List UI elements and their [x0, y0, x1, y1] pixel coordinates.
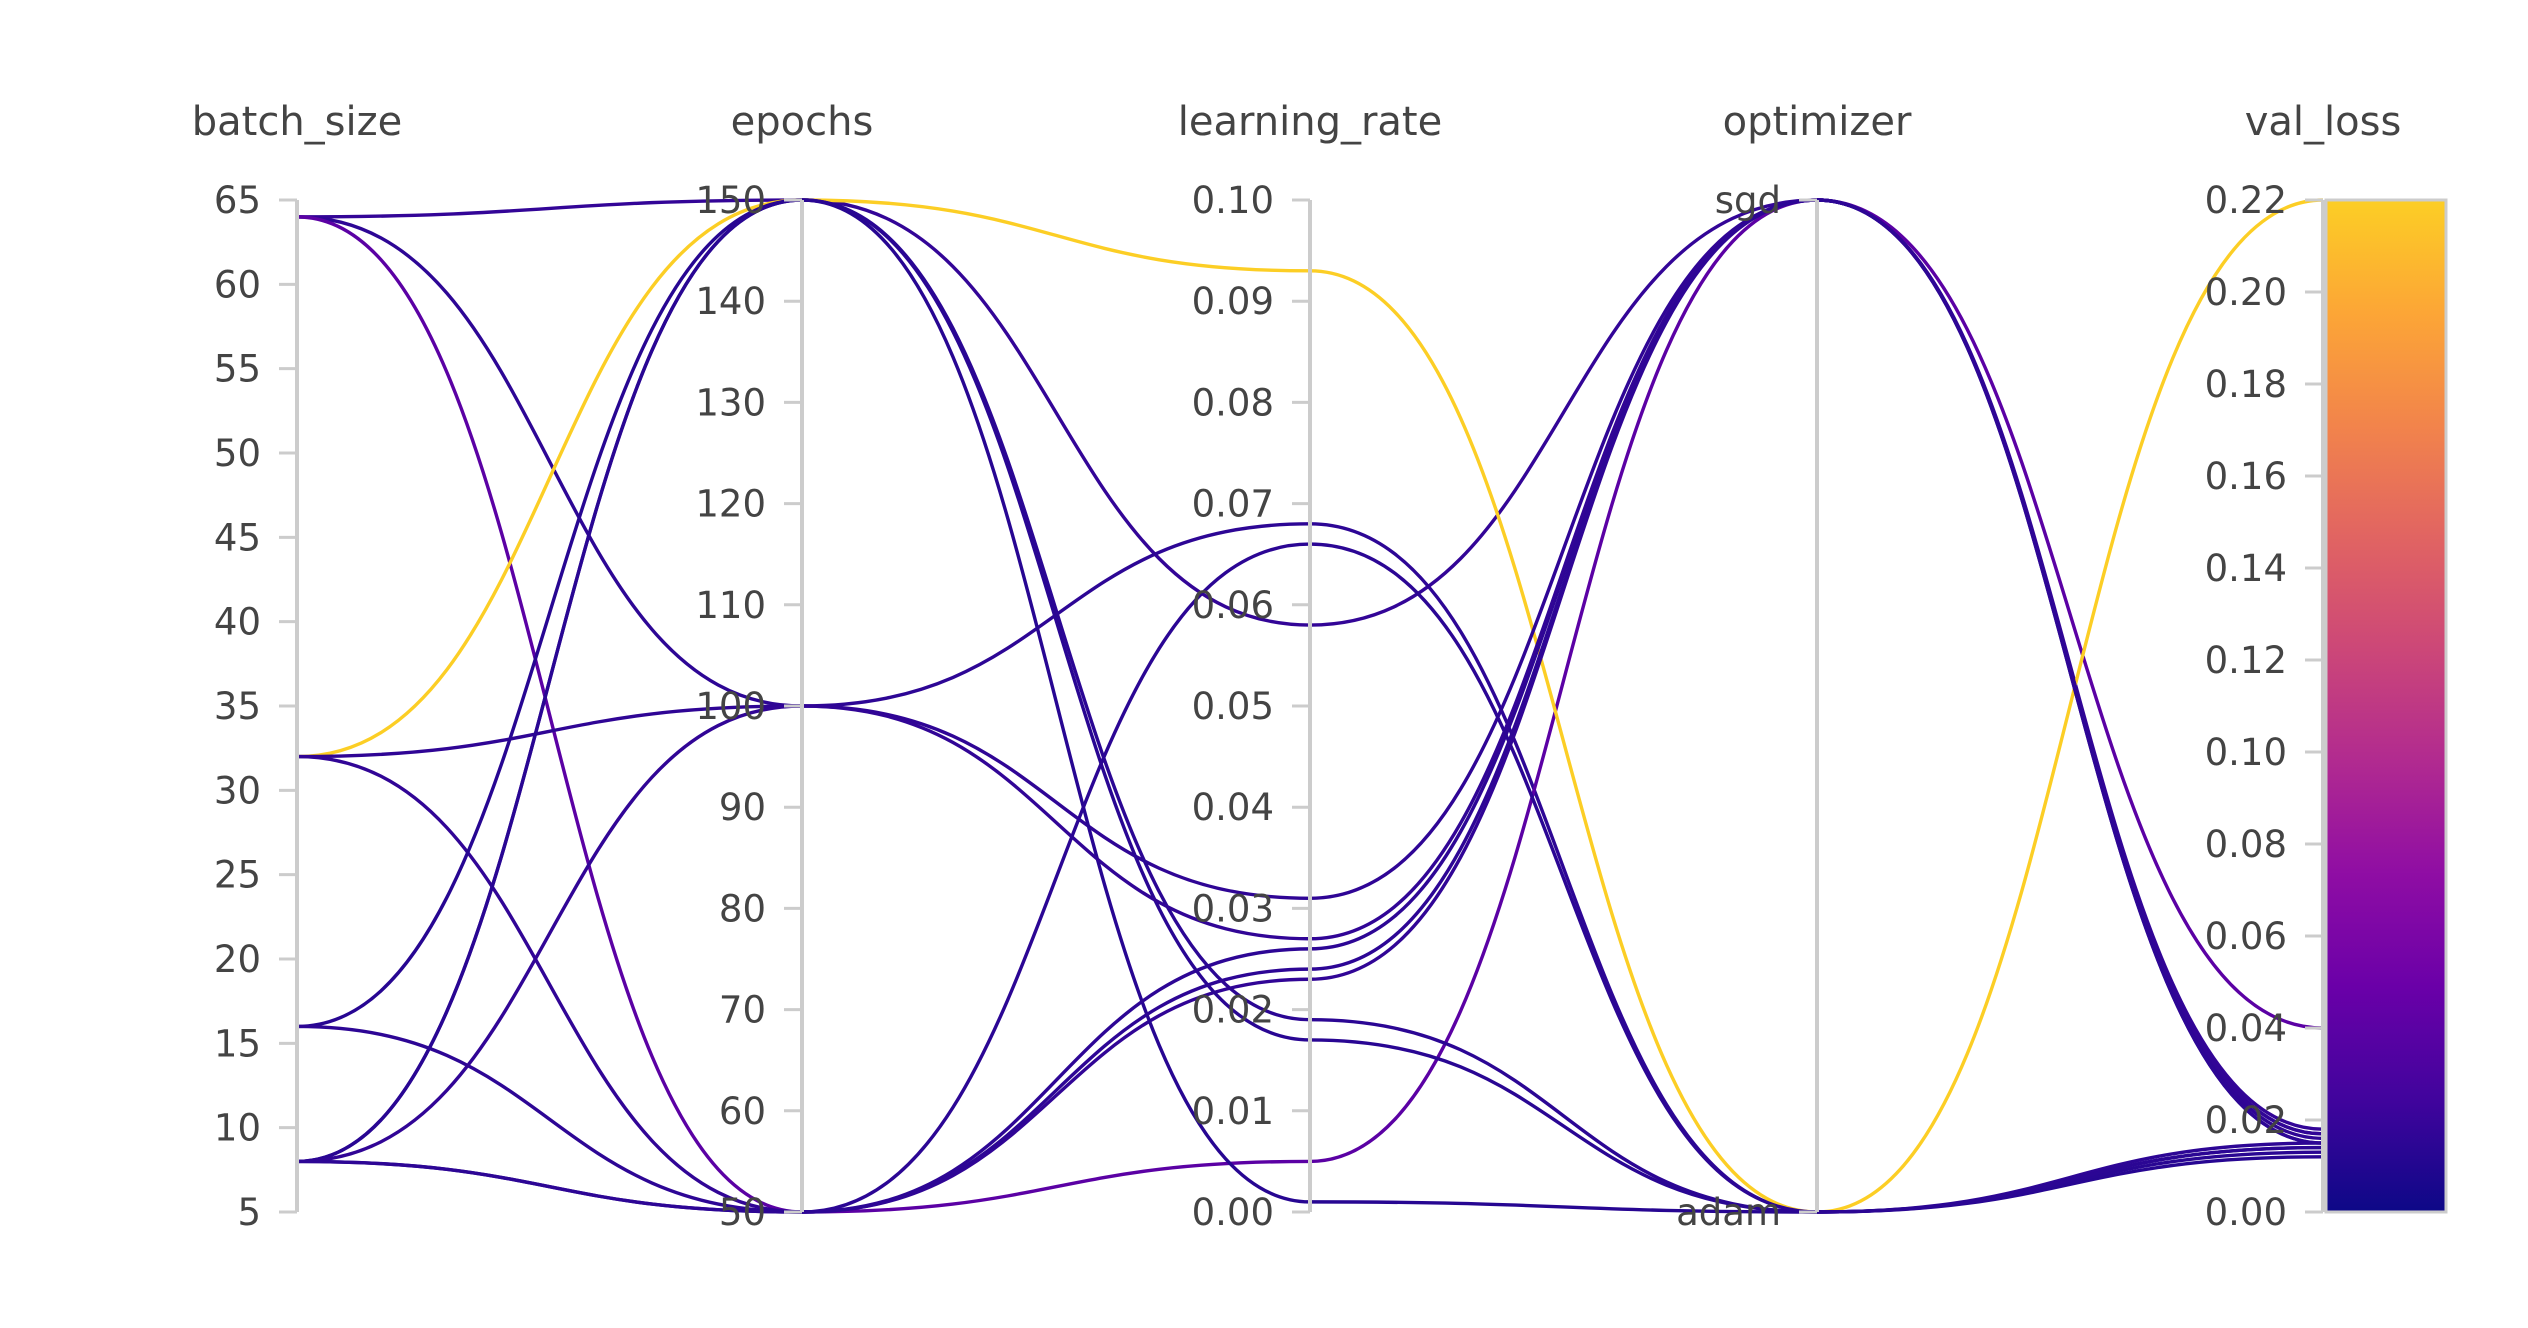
- tick-label: 0.10: [2205, 731, 2287, 774]
- tick-label: adam: [1676, 1191, 1781, 1234]
- tick-label: 35: [214, 685, 261, 728]
- tick-label: 150: [695, 179, 766, 222]
- axis-title-batch-size: batch_size: [192, 99, 403, 145]
- tick-label: sgd: [1715, 179, 1781, 222]
- axis-title-learning-rate: learning_rate: [1178, 99, 1442, 145]
- tick-label: 25: [214, 854, 261, 897]
- colorbar-gradient: [2324, 198, 2448, 1214]
- tick-label: 0.12: [2205, 639, 2287, 682]
- data-line-4: [296, 198, 2324, 1214]
- tick-label: 70: [719, 989, 766, 1032]
- tick-label: 90: [719, 786, 766, 829]
- tick-label: 0.00: [1192, 1191, 1274, 1234]
- tick-label: 0.02: [1192, 989, 1274, 1032]
- tick-label: 30: [214, 769, 261, 812]
- colorbar: [2324, 198, 2448, 1214]
- tick-label: 0.10: [1192, 179, 1274, 222]
- tick-label: 100: [695, 685, 766, 728]
- axes: batch_size 5 10 15 20 25 30 35 40 45 50 55 60 65 epoch…: [192, 99, 2402, 1234]
- tick-label: 45: [214, 516, 261, 559]
- tick-label: 60: [719, 1090, 766, 1133]
- tick-label: 80: [719, 887, 766, 930]
- tick-label: 0.08: [2205, 823, 2287, 866]
- axis-title-optimizer: optimizer: [1723, 99, 1912, 145]
- data-line-13: [296, 198, 2324, 1214]
- tick-label: 15: [214, 1022, 261, 1065]
- tick-label: 0.01: [1192, 1090, 1274, 1133]
- tick-label: 130: [695, 381, 766, 424]
- tick-label: 55: [214, 348, 261, 391]
- axis-epochs: epochs 50 60 70 80 90 100 110 120 130 140 150: [695, 99, 873, 1234]
- data-lines: [296, 198, 2324, 1214]
- tick-label: 20: [214, 938, 261, 981]
- tick-label: 0.00: [2205, 1191, 2287, 1234]
- tick-label: 0.05: [1192, 685, 1274, 728]
- axis-title-val-loss: val_loss: [2245, 99, 2402, 145]
- tick-label: 0.22: [2205, 179, 2287, 222]
- tick-label: 120: [695, 483, 766, 526]
- axis-learning-rate: learning_rate 0.00 0.01 0.02 0.03 0.04 0.05 0.0…: [1178, 99, 1442, 1234]
- tick-label: 50: [719, 1191, 766, 1234]
- tick-label: 0.04: [1192, 786, 1274, 829]
- tick-label: 65: [214, 179, 261, 222]
- tick-label: 0.09: [1192, 280, 1274, 323]
- tick-label: 0.02: [2205, 1099, 2287, 1142]
- tick-label: 50: [214, 432, 261, 475]
- tick-label: 110: [695, 584, 766, 627]
- tick-label: 0.16: [2205, 455, 2287, 498]
- tick-label: 0.07: [1192, 483, 1274, 526]
- axis-batch-size: batch_size 5 10 15 20 25 30 35 40 45 50 55 60 65: [192, 99, 403, 1234]
- axis-val-loss: val_loss 0.00 0.02 0.04 0.06 0.08 0.10 0.12 0.14…: [2205, 99, 2402, 1234]
- tick-label: 0.03: [1192, 887, 1274, 930]
- axis-optimizer: optimizer adam sgd: [1676, 99, 1912, 1234]
- tick-label: 140: [695, 280, 766, 323]
- tick-label: 40: [214, 601, 261, 644]
- tick-label: 0.04: [2205, 1007, 2287, 1050]
- tick-label: 0.08: [1192, 381, 1274, 424]
- tick-label: 0.06: [1192, 584, 1274, 627]
- tick-label: 5: [237, 1191, 261, 1234]
- tick-label: 10: [214, 1107, 261, 1150]
- tick-label: 0.14: [2205, 547, 2287, 590]
- tick-label: 0.20: [2205, 271, 2287, 314]
- axis-title-epochs: epochs: [731, 99, 874, 145]
- tick-label: 0.18: [2205, 363, 2287, 406]
- tick-label: 0.06: [2205, 915, 2287, 958]
- tick-label: 60: [214, 263, 261, 306]
